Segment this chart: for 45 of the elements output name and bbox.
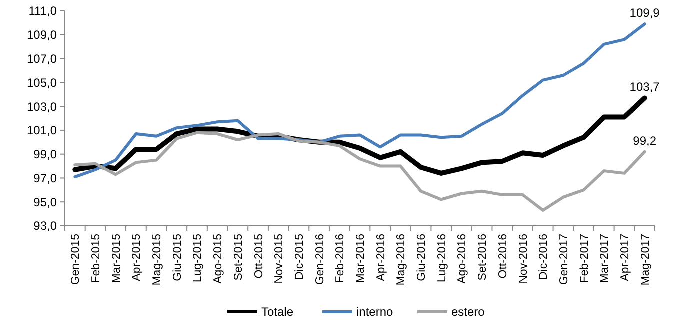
y-tick-label: 101,0 (26, 124, 58, 138)
x-tick-label: Mag-2015 (152, 234, 164, 286)
x-tick-label: Nov-2015 (274, 234, 286, 284)
x-tick-label: Apr-2016 (375, 234, 388, 282)
x-tick-label: Ago-2015 (212, 234, 225, 284)
x-tick-label: Mar-2015 (110, 234, 123, 284)
x-tick-label: Giu-2015 (172, 234, 184, 282)
x-tick-label: Feb-2015 (90, 234, 103, 284)
x-tick-label: Dic-2016 (538, 234, 550, 280)
y-tick-label: 109,0 (26, 28, 58, 42)
x-tick-label: Lug-2015 (192, 234, 204, 283)
x-tick-label: Mar-2016 (355, 234, 367, 284)
legend-label: interno (356, 305, 394, 320)
y-tick-label: 107,0 (26, 52, 58, 66)
y-tick-label: 105,0 (26, 76, 58, 90)
y-tick-label: 99,0 (34, 148, 58, 162)
x-tick-label: Giu-2016 (416, 234, 428, 282)
x-tick-label: Dic-2015 (294, 234, 306, 280)
x-tick-label: Mag-2016 (396, 234, 408, 286)
x-tick-label: Gen-2017 (558, 234, 570, 286)
x-tick-label: Apr-2017 (619, 234, 632, 282)
x-tick-label: Ago-2016 (456, 234, 469, 284)
y-tick-label: 111,0 (28, 4, 58, 18)
x-tick-label: Nov-2016 (518, 234, 530, 284)
y-tick-label: 103,0 (26, 100, 58, 114)
data-label: 99,2 (633, 134, 657, 148)
y-tick-label: 95,0 (34, 195, 58, 210)
x-tick-label: Feb-2016 (334, 234, 347, 284)
y-tick-label: 93,0 (34, 219, 58, 234)
data-label: 109,9 (630, 6, 660, 20)
x-tick-label: Lug-2016 (436, 234, 448, 283)
x-tick-label: Mar-2017 (599, 234, 612, 284)
legend-label: Totale (262, 305, 294, 320)
x-tick-label: Gen-2016 (314, 234, 326, 286)
data-label: 103,7 (630, 80, 660, 94)
x-tick-label: Ott-2016 (497, 234, 510, 279)
legend-label: estero (452, 305, 486, 320)
x-tick-label: Set-2015 (232, 234, 245, 281)
x-tick-label: Ott-2015 (253, 234, 266, 279)
x-tick-label: Apr-2015 (131, 234, 144, 282)
x-tick-label: Mag-2017 (640, 234, 652, 286)
x-tick-label: Feb-2017 (578, 234, 591, 284)
x-tick-label: Gen-2015 (70, 234, 82, 286)
y-tick-label: 97,0 (34, 171, 58, 186)
x-tick-label: Set-2016 (477, 234, 490, 281)
